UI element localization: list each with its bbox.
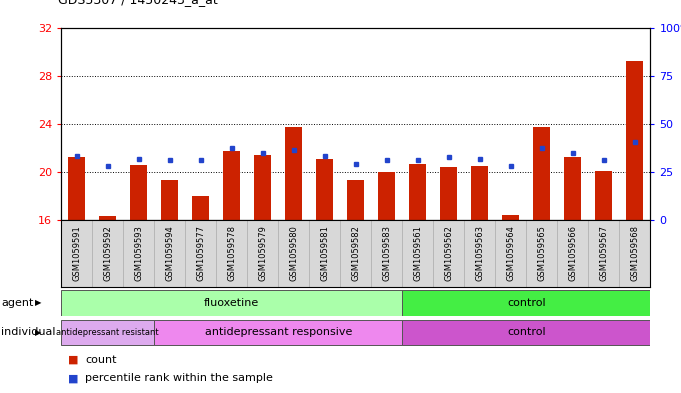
Text: GSM1059581: GSM1059581 xyxy=(320,226,330,281)
Bar xyxy=(61,320,155,345)
Text: percentile rank within the sample: percentile rank within the sample xyxy=(85,373,273,384)
Text: ▶: ▶ xyxy=(35,328,42,337)
Bar xyxy=(192,196,209,220)
Bar xyxy=(533,127,550,220)
Bar xyxy=(254,155,271,220)
Text: GSM1059592: GSM1059592 xyxy=(104,226,112,281)
Text: GSM1059579: GSM1059579 xyxy=(258,226,268,281)
Bar xyxy=(347,180,364,220)
Bar xyxy=(61,290,402,316)
Bar xyxy=(99,217,116,220)
Bar xyxy=(316,159,333,220)
Text: GSM1059563: GSM1059563 xyxy=(475,226,484,281)
Text: count: count xyxy=(85,354,116,365)
Bar xyxy=(503,215,520,220)
Text: GSM1059583: GSM1059583 xyxy=(382,226,392,281)
Bar xyxy=(161,180,178,220)
Text: GSM1059561: GSM1059561 xyxy=(413,226,422,281)
Bar xyxy=(565,158,582,220)
Text: GSM1059594: GSM1059594 xyxy=(165,226,174,281)
Text: control: control xyxy=(507,298,545,308)
Text: GSM1059565: GSM1059565 xyxy=(537,226,546,281)
Bar xyxy=(155,320,402,345)
Text: GSM1059562: GSM1059562 xyxy=(444,226,454,281)
Bar xyxy=(402,320,650,345)
Bar xyxy=(471,166,488,220)
Text: GSM1059577: GSM1059577 xyxy=(196,226,205,281)
Bar xyxy=(130,165,147,220)
Bar xyxy=(68,158,85,220)
Text: GSM1059593: GSM1059593 xyxy=(134,226,143,281)
Text: ■: ■ xyxy=(68,354,78,365)
Text: GSM1059578: GSM1059578 xyxy=(227,226,236,281)
Text: individual: individual xyxy=(1,327,56,338)
Text: fluoxetine: fluoxetine xyxy=(204,298,259,308)
Text: agent: agent xyxy=(1,298,34,308)
Text: GSM1059591: GSM1059591 xyxy=(72,226,81,281)
Text: antidepressant resistant: antidepressant resistant xyxy=(57,328,159,337)
Bar xyxy=(379,172,396,220)
Bar xyxy=(285,127,302,220)
Bar xyxy=(627,61,644,220)
Text: GSM1059582: GSM1059582 xyxy=(351,226,360,281)
Bar xyxy=(441,167,458,220)
Text: GDS5307 / 1450243_a_at: GDS5307 / 1450243_a_at xyxy=(58,0,218,6)
Text: GSM1059568: GSM1059568 xyxy=(631,226,639,281)
Text: ■: ■ xyxy=(68,373,78,384)
Text: antidepressant responsive: antidepressant responsive xyxy=(204,327,352,338)
Text: control: control xyxy=(507,327,545,338)
Text: GSM1059564: GSM1059564 xyxy=(507,226,516,281)
Bar xyxy=(402,290,650,316)
Bar xyxy=(409,163,426,220)
Bar xyxy=(595,171,612,220)
Text: GSM1059567: GSM1059567 xyxy=(599,226,608,281)
Text: GSM1059566: GSM1059566 xyxy=(569,226,577,281)
Bar xyxy=(223,151,240,220)
Text: ▶: ▶ xyxy=(35,299,42,307)
Text: GSM1059580: GSM1059580 xyxy=(289,226,298,281)
